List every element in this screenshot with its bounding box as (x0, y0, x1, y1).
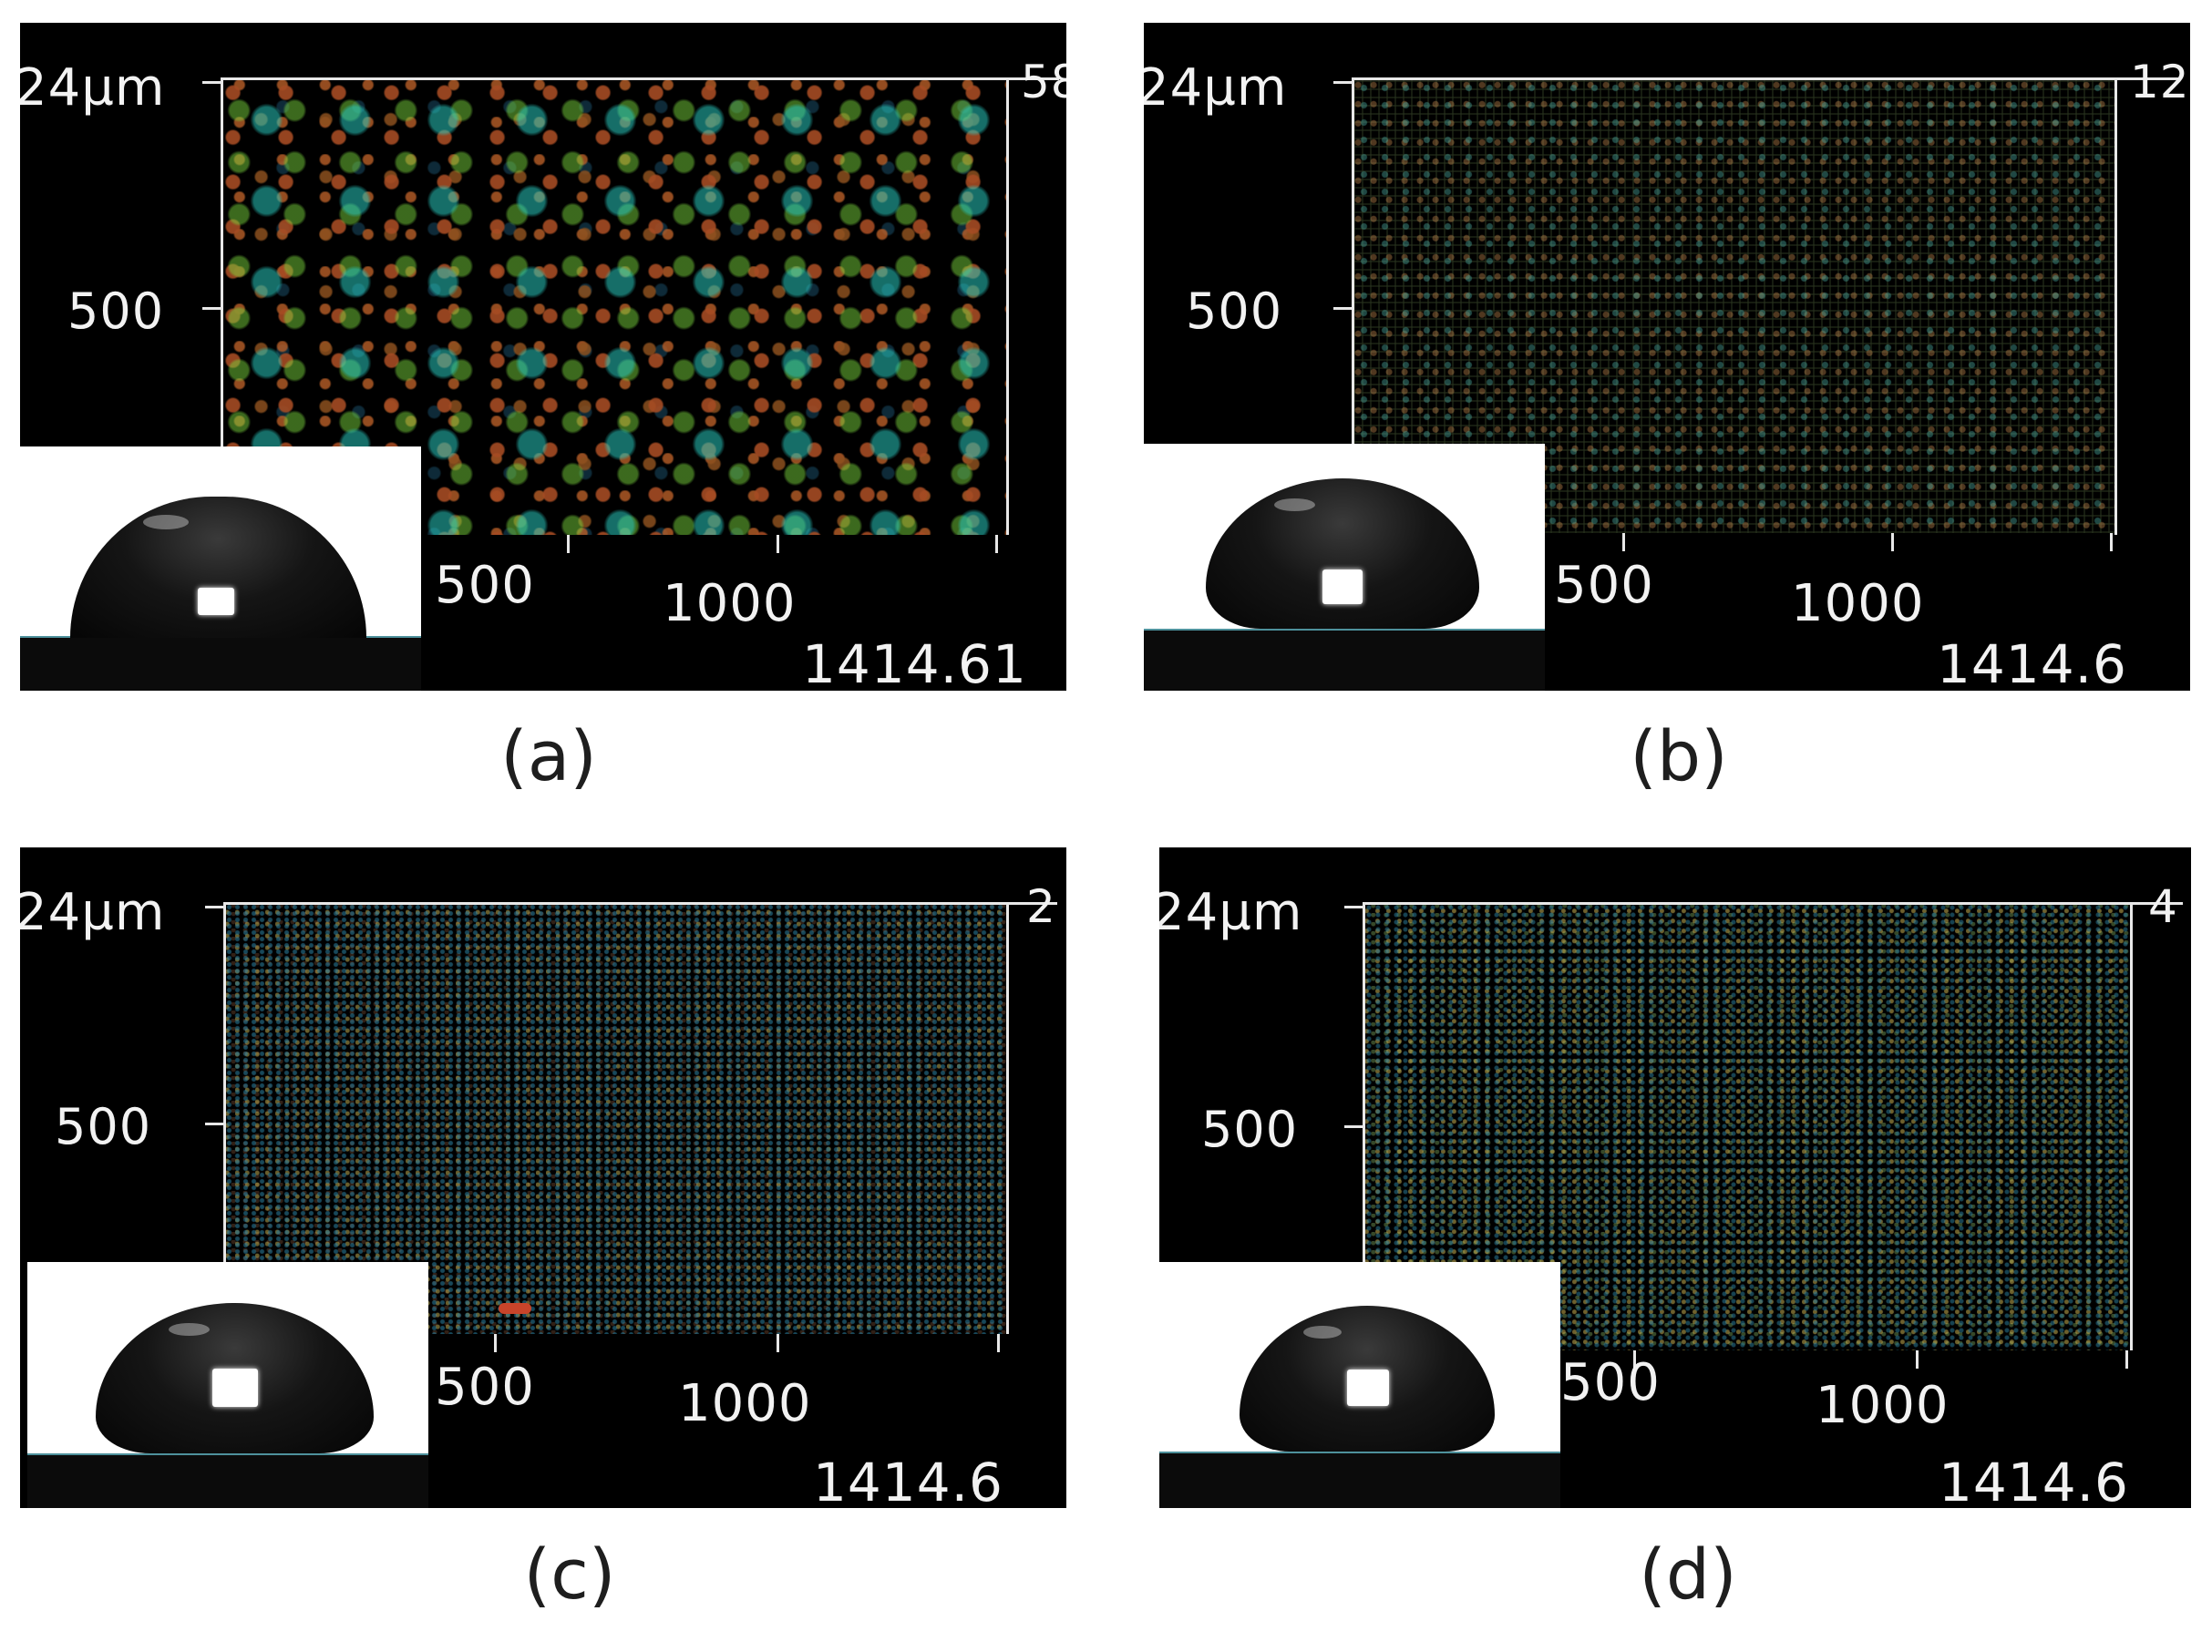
caption-a: (a) (500, 715, 597, 796)
y-mid-label: 500 (67, 282, 165, 340)
panel-b: 24µm 500 12 500 1000 1414.6 (1144, 23, 2190, 691)
caption-d: (d) (1639, 1534, 1737, 1615)
caption-c: (c) (523, 1534, 616, 1615)
panel-d: 24µm 500 4 500 1000 1414.6 (1159, 847, 2191, 1508)
top-axis-line (221, 77, 1059, 80)
y-axis-line (221, 79, 223, 535)
x-label-500: 500 (435, 556, 535, 615)
x-label-500: 500 (1554, 556, 1654, 615)
x-label-1000: 1000 (1791, 574, 1925, 633)
water-droplet (1206, 478, 1479, 629)
x-end-label: 1414.6 (1937, 633, 2127, 691)
x-label-500: 500 (435, 1358, 535, 1417)
surface-texture-c (225, 904, 1006, 1334)
water-droplet (1240, 1306, 1495, 1452)
y-top-label: 24µm (1144, 58, 1288, 118)
panel-c: 24µm 500 2 500 1000 1414.6 (20, 847, 1066, 1508)
surface-texture-a (222, 79, 1006, 535)
water-droplet (96, 1303, 374, 1453)
x-label-500: 500 (1560, 1353, 1661, 1412)
z-corner-label: 2 (1026, 880, 1056, 933)
x-end-label: 1414.61 (802, 633, 1027, 691)
x-label-1000: 1000 (678, 1374, 812, 1433)
droplet-inset-c (27, 1262, 428, 1508)
y-top-label: 24µm (20, 883, 166, 942)
z-corner-label: 12 (2130, 56, 2190, 108)
droplet-inset-a (20, 446, 421, 691)
y-mid-label: 500 (1201, 1101, 1299, 1158)
z-corner-label: 4 (2148, 880, 2178, 933)
z-corner-label: 58 (1021, 56, 1066, 108)
x-label-1000: 1000 (663, 574, 797, 633)
x-end-label: 1414.6 (1939, 1452, 2129, 1508)
y-top-label: 24µm (1159, 883, 1303, 942)
panel-a: 24µm 500 58 500 1000 1414.61 (20, 23, 1066, 691)
y-mid-label: 500 (1186, 282, 1283, 340)
x-end-label: 1414.6 (813, 1452, 1003, 1508)
caption-b: (b) (1630, 715, 1728, 796)
right-axis-line (1006, 79, 1009, 535)
droplet-inset-b (1144, 444, 1545, 691)
y-top-label: 24µm (20, 58, 166, 118)
water-droplet (70, 497, 366, 638)
droplet-inset-d (1159, 1262, 1560, 1508)
x-label-1000: 1000 (1816, 1376, 1950, 1435)
y-mid-label: 500 (55, 1098, 152, 1155)
